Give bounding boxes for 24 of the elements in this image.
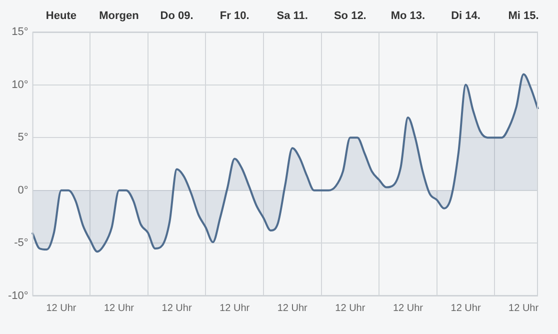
x-tick-label: 12 Uhr bbox=[220, 302, 250, 314]
text: Sa 11. bbox=[276, 10, 308, 22]
x-tick-label: 12 Uhr bbox=[277, 302, 308, 314]
y-tick-label: 15° bbox=[12, 26, 28, 38]
text: Heute bbox=[46, 10, 76, 22]
text: Morgen bbox=[99, 10, 140, 22]
x-tick-label: 12 Uhr bbox=[392, 302, 424, 314]
text: Mo 13. bbox=[390, 10, 426, 22]
x-tick-label: 12 Uhr bbox=[46, 302, 77, 314]
y-tick-label: 5° bbox=[18, 132, 28, 144]
x-tick-label: 12 Uhr bbox=[162, 302, 192, 314]
text: So 12. bbox=[334, 10, 366, 22]
text: Fr 10. bbox=[220, 10, 250, 22]
x-tick-label: 12 Uhr bbox=[104, 302, 135, 314]
x-tick-label: 12 Uhr bbox=[335, 302, 366, 314]
text: Do 09. bbox=[160, 10, 194, 22]
text: Mi 15. bbox=[508, 10, 539, 22]
x-tick-label: 12 Uhr bbox=[450, 302, 482, 314]
text: Di 14. bbox=[451, 10, 480, 22]
y-tick-label: -10° bbox=[8, 290, 28, 302]
x-tick-label: 12 Uhr bbox=[508, 302, 540, 314]
y-tick-label: 10° bbox=[12, 78, 28, 91]
y-tick-label: 0° bbox=[18, 184, 28, 196]
y-tick-label: -5° bbox=[14, 237, 28, 250]
